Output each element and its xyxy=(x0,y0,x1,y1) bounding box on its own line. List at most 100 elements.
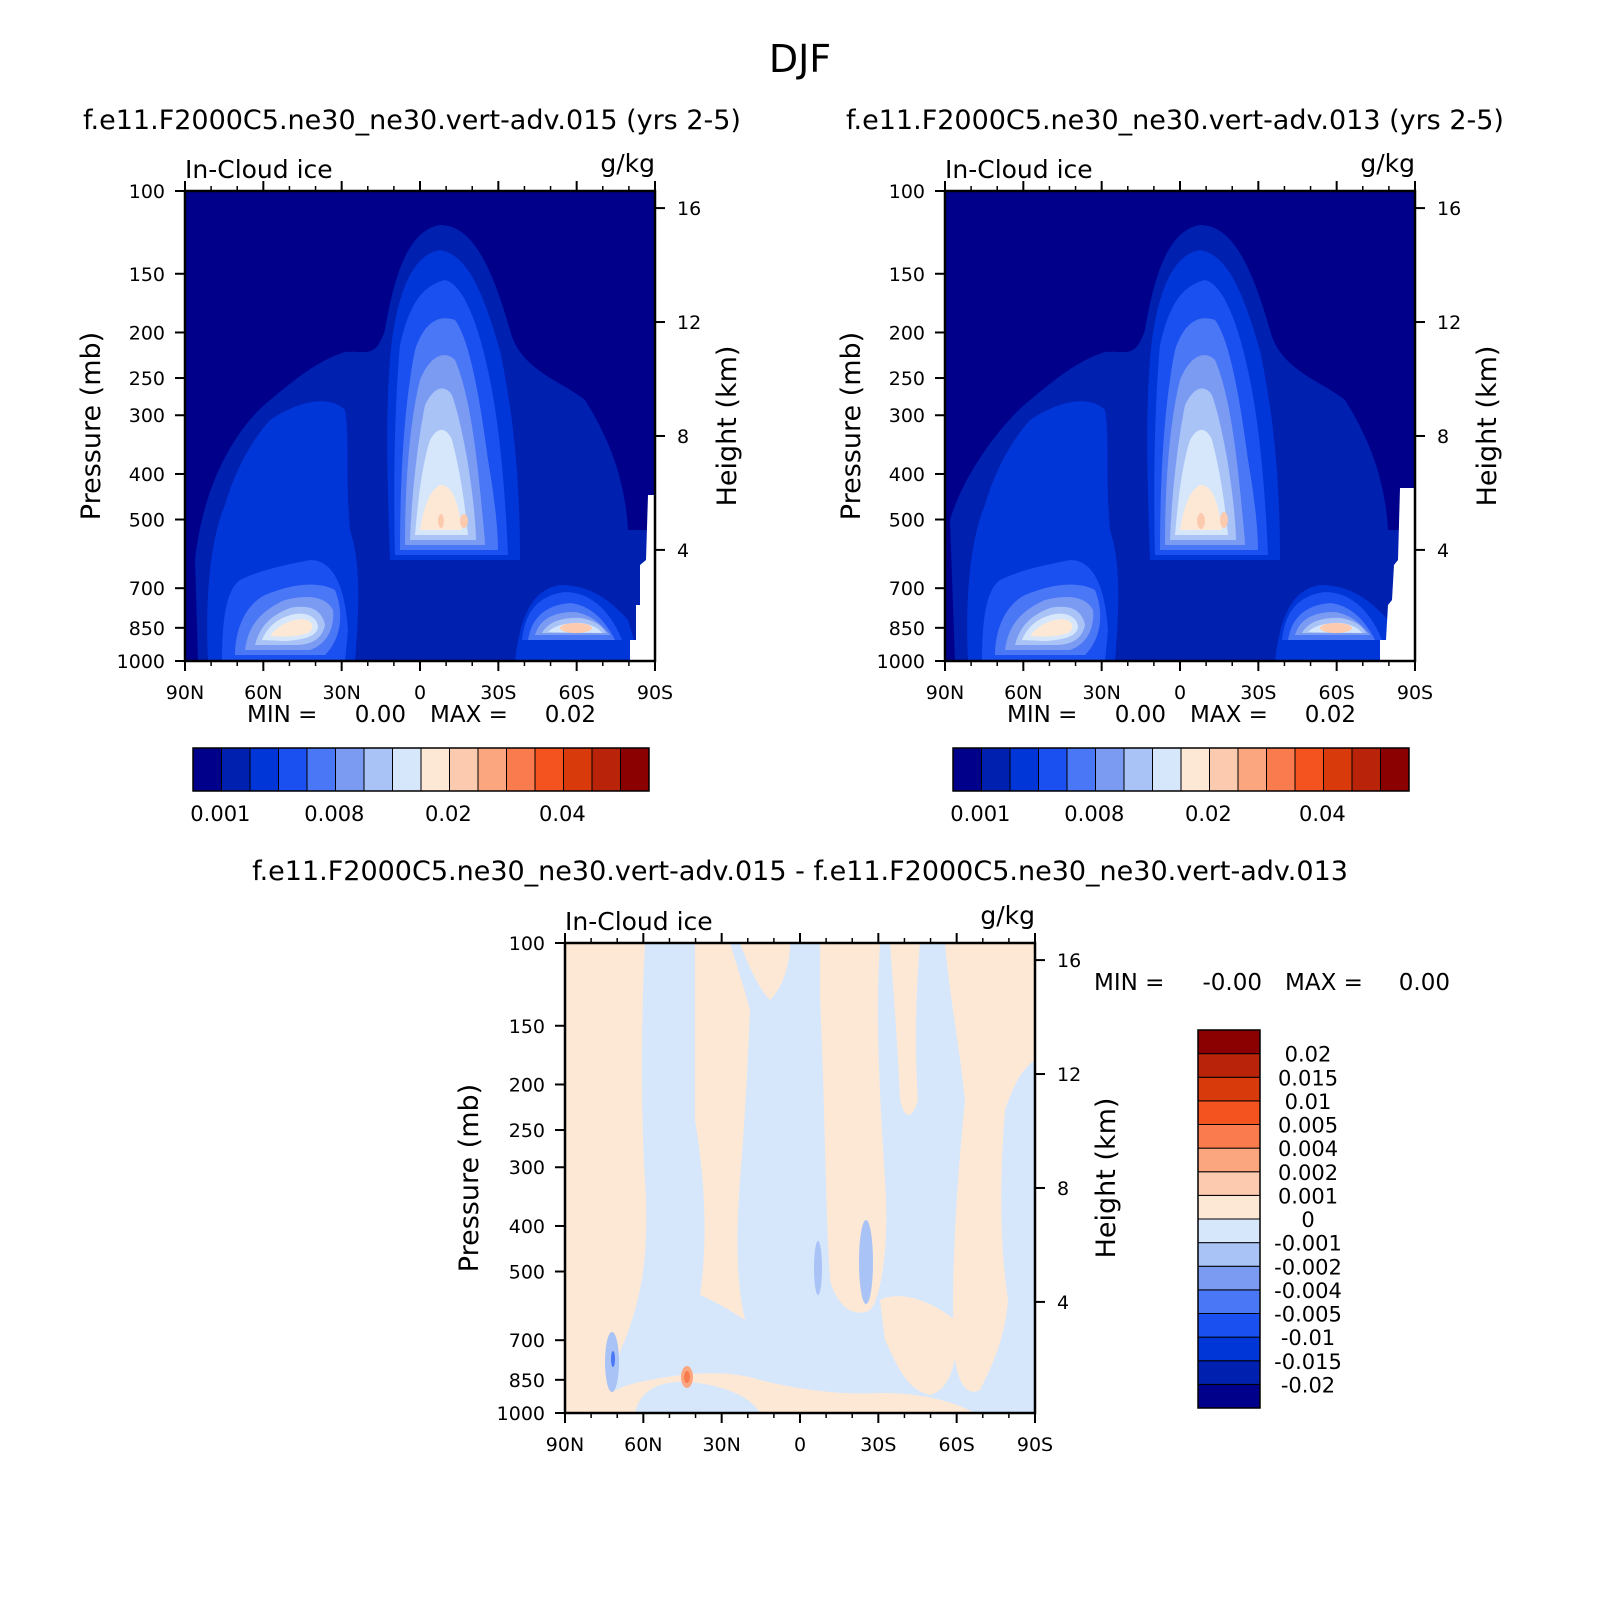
y2-axis-title: Height (km) xyxy=(1091,1098,1122,1259)
colorbar-frame xyxy=(952,747,1410,792)
y2-tick-label: 4 xyxy=(1437,540,1449,562)
y-tick-label: 1000 xyxy=(497,1403,545,1425)
y-tick-label: 250 xyxy=(129,368,165,390)
colorbar-swatch xyxy=(1197,1076,1261,1102)
y-tick-label: 250 xyxy=(889,368,925,390)
colorbar-label: 0.001 xyxy=(1278,1184,1338,1208)
y-tick-label: 700 xyxy=(129,578,165,600)
colorbar-swatch xyxy=(221,747,251,792)
x-tick-label: 0 xyxy=(414,682,426,704)
colorbar-label: 0.002 xyxy=(1278,1161,1338,1185)
colorbar-swatch xyxy=(591,747,621,792)
y2-axis-title: Height (km) xyxy=(712,346,743,507)
colorbar-swatch xyxy=(1197,1218,1261,1244)
colorbar-label: 0.02 xyxy=(425,802,472,826)
contour-level xyxy=(859,1220,873,1304)
contour-level xyxy=(1320,623,1352,633)
colorbar-swatch xyxy=(1197,1100,1261,1125)
contour-level xyxy=(1197,513,1205,529)
y2-tick-label: 4 xyxy=(1057,1292,1069,1314)
max-label: MAX = xyxy=(430,702,508,728)
y2-tick-label: 12 xyxy=(1437,312,1461,334)
y-tick-label: 300 xyxy=(509,1157,545,1179)
colorbar-label: 0.001 xyxy=(950,802,1010,826)
colorbar-label: 0.005 xyxy=(1278,1114,1338,1138)
x-tick-label: 60N xyxy=(1004,682,1042,704)
colorbar-swatch xyxy=(1197,1171,1261,1196)
colorbar-label: 0 xyxy=(1301,1208,1314,1232)
max-value: 0.02 xyxy=(545,702,596,728)
colorbar-label: 0.01 xyxy=(1285,1090,1332,1114)
field-label: In-Cloud ice xyxy=(565,907,713,936)
y2-tick-label: 8 xyxy=(1057,1178,1069,1200)
x-tick-label: 0 xyxy=(794,1434,806,1456)
contour-field xyxy=(185,191,655,661)
y-tick-label: 300 xyxy=(889,405,925,427)
x-tick-label: 0 xyxy=(1174,682,1186,704)
masked-region xyxy=(630,495,655,661)
x-tick-label: 60S xyxy=(1319,682,1355,704)
y2-tick-label: 16 xyxy=(677,198,701,220)
y2-tick-label: 16 xyxy=(1057,950,1081,972)
y2-tick-label: 16 xyxy=(1437,198,1461,220)
x-tick-label: 60N xyxy=(624,1434,662,1456)
x-tick-label: 90N xyxy=(926,682,964,704)
min-label: MIN = xyxy=(1007,702,1077,728)
colorbar-swatch xyxy=(1197,1194,1261,1220)
max-value: 0.00 xyxy=(1399,970,1450,996)
contour-level xyxy=(560,623,592,633)
y-axis-title: Pressure (mb) xyxy=(836,332,867,520)
y-axis-title: Pressure (mb) xyxy=(76,332,107,520)
colorbar-swatch xyxy=(534,747,564,792)
x-tick-label: 30N xyxy=(1082,682,1120,704)
x-tick-label: 90N xyxy=(546,1434,584,1456)
contour-level xyxy=(740,943,790,1000)
x-tick-label: 30S xyxy=(480,682,516,704)
colorbar-swatch xyxy=(1197,1313,1261,1338)
units-label: g/kg xyxy=(980,901,1035,930)
contour-level xyxy=(695,943,750,1320)
y-tick-label: 700 xyxy=(509,1330,545,1352)
colorbar-swatch xyxy=(392,747,422,792)
colorbar-label: -0.02 xyxy=(1281,1373,1335,1397)
y-tick-label: 400 xyxy=(129,464,165,486)
y-tick-label: 850 xyxy=(509,1370,545,1392)
y-tick-label: 1000 xyxy=(117,651,165,673)
colorbar-swatch xyxy=(952,747,982,792)
colorbar-swatch xyxy=(506,747,536,792)
max-label: MAX = xyxy=(1190,702,1268,728)
colorbar-swatch xyxy=(1066,747,1096,792)
colorbar-label: 0.02 xyxy=(1185,802,1232,826)
units-label: g/kg xyxy=(1360,149,1415,178)
colorbar-swatch xyxy=(1152,747,1182,792)
panel-title: f.e11.F2000C5.ne30_ne30.vert-adv.013 (yr… xyxy=(846,105,1504,136)
contour-level xyxy=(1180,485,1222,530)
min-value: 0.00 xyxy=(1115,702,1166,728)
panel-title: f.e11.F2000C5.ne30_ne30.vert-adv.015 - f… xyxy=(252,856,1348,887)
y-tick-label: 700 xyxy=(889,578,925,600)
colorbar-swatch xyxy=(563,747,593,792)
colorbar-swatch xyxy=(420,747,450,792)
y2-tick-label: 8 xyxy=(1437,426,1449,448)
y-tick-label: 200 xyxy=(129,322,165,344)
colorbar-label: 0.008 xyxy=(304,802,364,826)
min-value: 0.00 xyxy=(355,702,406,728)
y-tick-label: 100 xyxy=(889,181,925,203)
colorbar-swatch xyxy=(981,747,1011,792)
colorbar-label: -0.002 xyxy=(1274,1255,1342,1279)
colorbar-label: 0.001 xyxy=(190,802,250,826)
field-label: In-Cloud ice xyxy=(945,155,1093,184)
y2-axis-title: Height (km) xyxy=(1472,346,1503,507)
y2-tick-label: 4 xyxy=(677,540,689,562)
y-tick-label: 500 xyxy=(129,510,165,532)
colorbar-label: 0.04 xyxy=(539,802,586,826)
y-tick-label: 100 xyxy=(129,181,165,203)
y-tick-label: 150 xyxy=(129,264,165,286)
y-tick-label: 400 xyxy=(889,464,925,486)
colorbar-swatch xyxy=(449,747,479,792)
y-tick-label: 850 xyxy=(889,618,925,640)
colorbar-swatch xyxy=(1095,747,1125,792)
colorbar-frame xyxy=(1197,1029,1261,1409)
x-tick-label: 90S xyxy=(1397,682,1433,704)
